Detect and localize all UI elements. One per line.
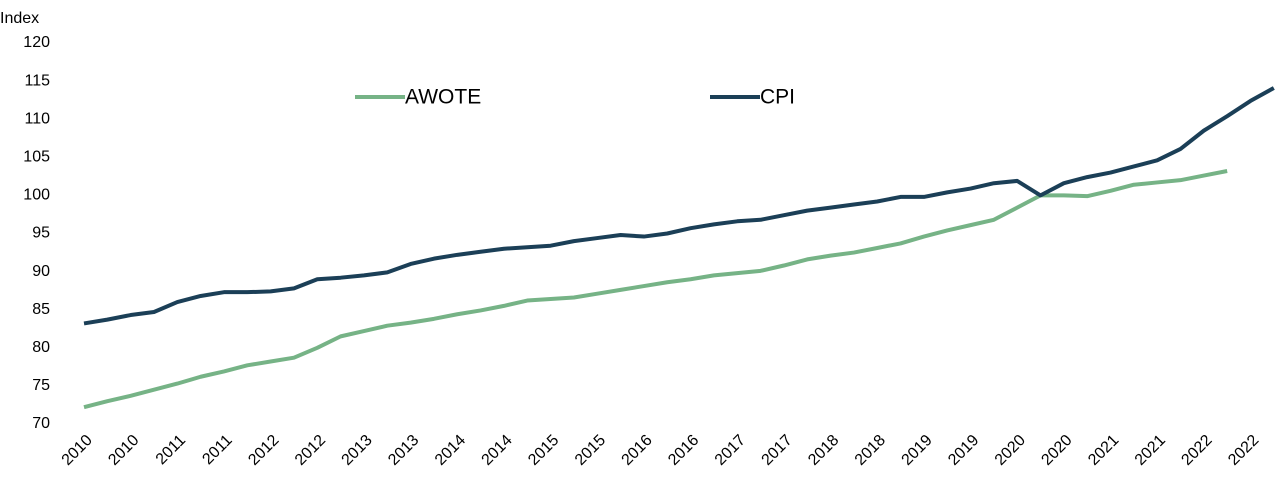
series-line (83, 169, 1228, 410)
y-tick-label: 95 (32, 225, 50, 242)
legend-label: AWOTE (405, 86, 481, 109)
x-tick-label: 2016 (665, 432, 702, 469)
x-tick-label: 2011 (199, 432, 235, 468)
y-tick-label: 110 (24, 110, 50, 127)
x-tick-label: 2019 (899, 432, 936, 469)
x-tick-label: 2016 (619, 432, 656, 469)
legend-label: CPI (760, 86, 795, 109)
x-tick-label: 2022 (1225, 432, 1262, 469)
y-tick-label: 105 (23, 149, 50, 166)
x-tick-label: 2011 (153, 432, 189, 468)
x-tick-label: 2017 (712, 432, 749, 469)
x-tick-label: 2018 (805, 432, 842, 469)
legend: AWOTE CPI (355, 86, 795, 109)
y-tick-label: 80 (32, 339, 50, 356)
x-tick-label: 2020 (1038, 432, 1075, 469)
x-tick-label: 2014 (432, 432, 469, 469)
x-tick-label: 2010 (105, 432, 142, 469)
y-tick-label: 115 (24, 72, 50, 89)
y-axis-label: Index (0, 10, 39, 27)
x-tick-label: 2014 (479, 432, 516, 469)
y-tick-label: 85 (32, 301, 50, 318)
y-tick-label: 120 (23, 34, 50, 51)
x-tick-label: 2021 (1085, 432, 1122, 469)
y-tick-label: 75 (32, 377, 50, 394)
y-tick-label: 100 (23, 187, 50, 204)
x-tick-label: 2012 (245, 432, 282, 469)
x-tick-label: 2020 (992, 432, 1029, 469)
x-tick-label: 2022 (1178, 432, 1215, 469)
x-tick-label: 2019 (945, 432, 982, 469)
x-tick-label: 2018 (852, 432, 889, 469)
x-tick-label: 2010 (59, 432, 96, 469)
x-tick-label: 2013 (339, 432, 376, 469)
x-tick-label: 2012 (292, 432, 329, 469)
y-tick-label: 70 (32, 415, 50, 432)
x-tick-label: 2015 (572, 432, 609, 469)
x-tick-label: 2021 (1132, 432, 1169, 469)
x-tick-label: 2017 (759, 432, 796, 469)
y-tick-label: 90 (32, 263, 50, 280)
x-tick-label: 2015 (525, 432, 562, 469)
x-tick-label: 2013 (385, 432, 422, 469)
series-line (83, 86, 1275, 326)
